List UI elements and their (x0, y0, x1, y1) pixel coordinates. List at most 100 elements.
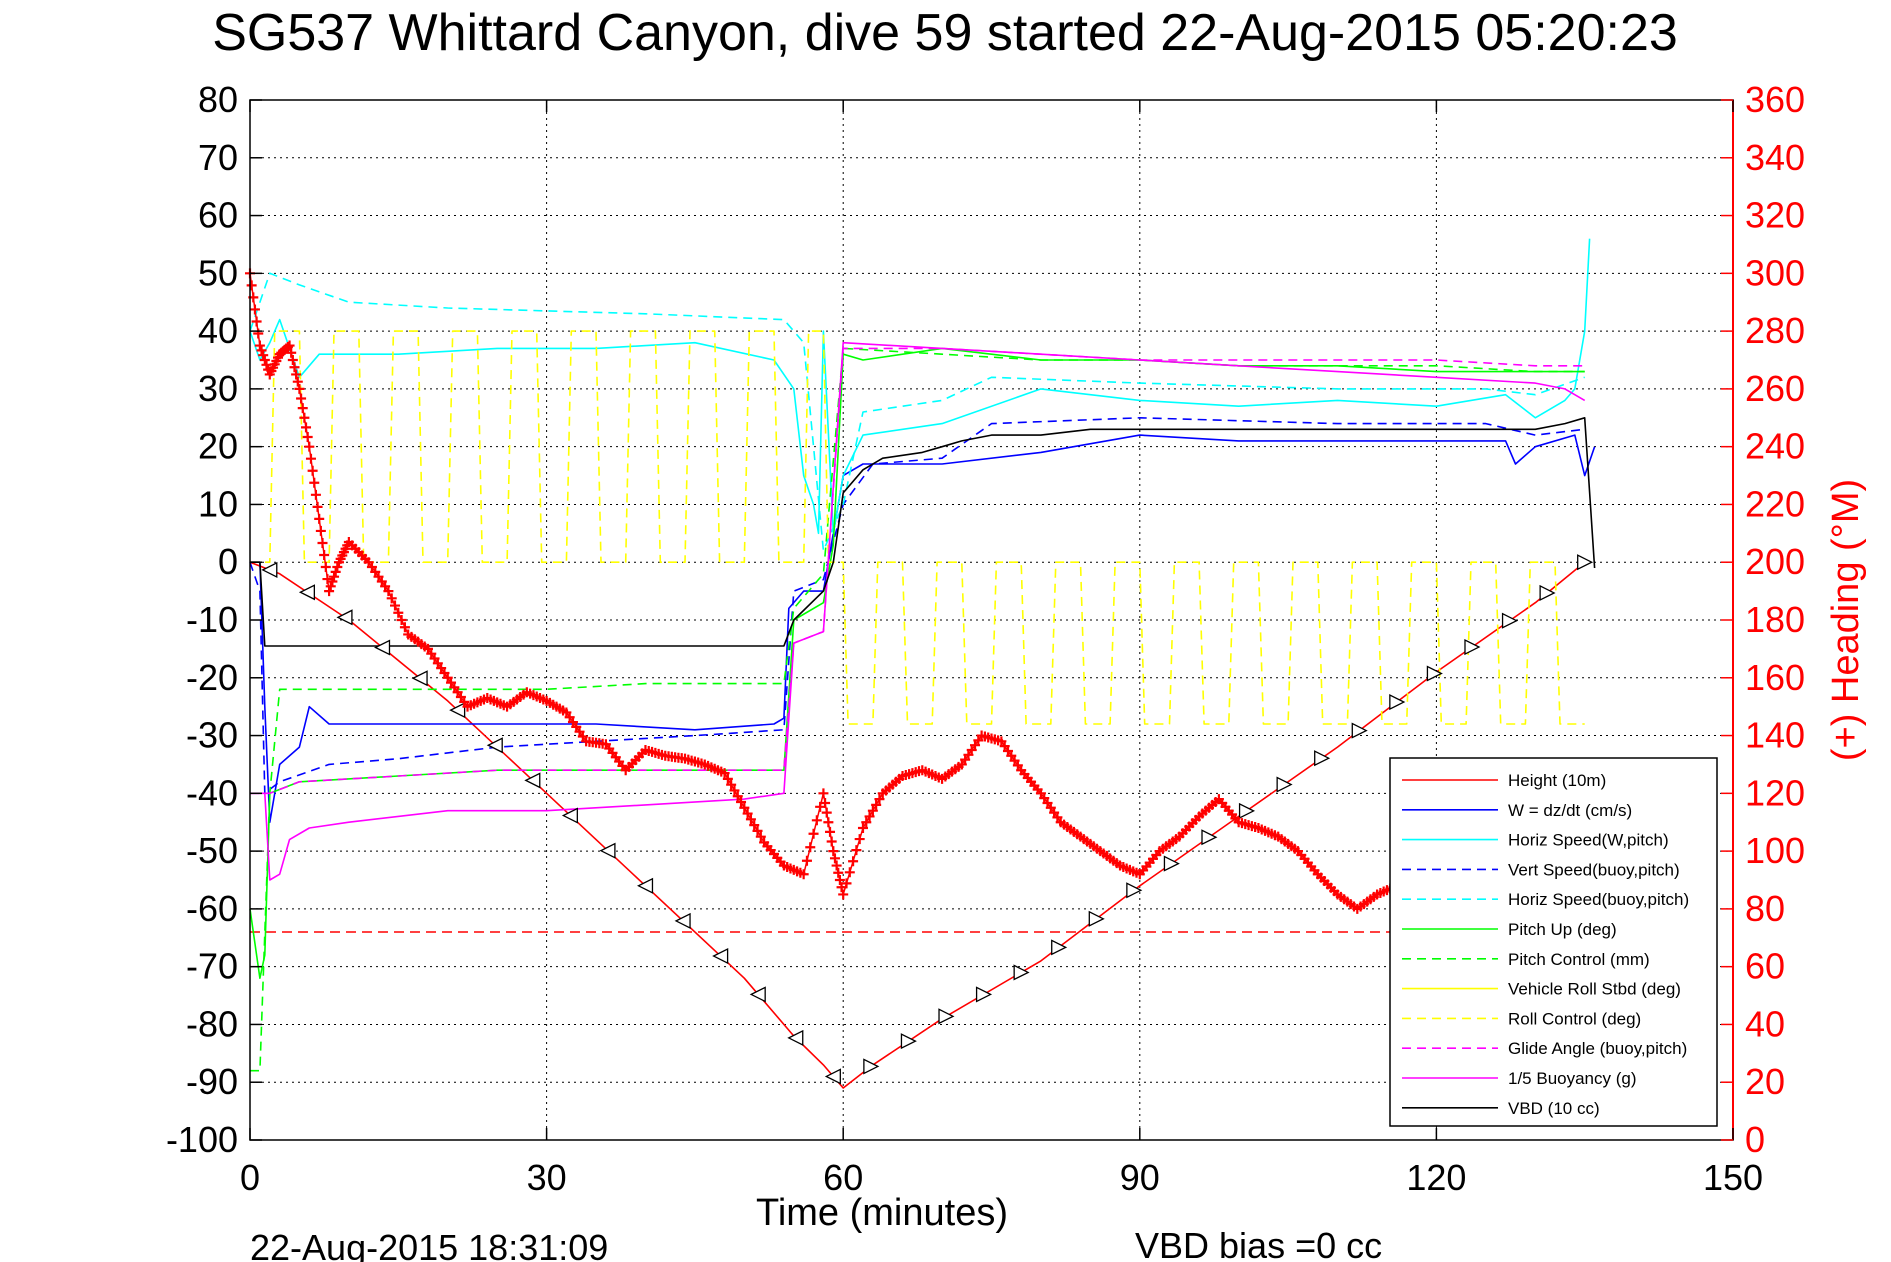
footer-vbd-bias: VBD bias =0 cc (1135, 1225, 1382, 1262)
height-marker (824, 1068, 841, 1085)
heading-marker (399, 622, 410, 633)
x-tick-label: 90 (1120, 1157, 1160, 1198)
heading-marker (831, 860, 842, 871)
heading-marker (254, 340, 265, 351)
height-marker (938, 1008, 955, 1025)
series-line-2 (249, 238, 1591, 535)
y-tick-label: 0 (218, 541, 238, 582)
heading-marker (811, 815, 822, 826)
legend-entry: Pitch Control (mm) (1508, 950, 1650, 969)
heading-marker (305, 453, 316, 464)
legend-entry: Roll Control (deg) (1508, 1009, 1641, 1028)
height-marker (561, 807, 578, 824)
heading-marker (871, 799, 882, 810)
y-tick-label: -80 (186, 1003, 238, 1044)
y-tick-label: -40 (186, 772, 238, 813)
height-marker (298, 584, 315, 601)
heading-marker (307, 465, 318, 476)
heading-marker (312, 501, 323, 512)
legend-entry: Vehicle Roll Stbd (deg) (1508, 980, 1681, 999)
x-tick-label: 150 (1703, 1157, 1763, 1198)
y-tick-label: 70 (198, 137, 238, 178)
y-tick-label: 30 (198, 368, 238, 409)
right-y-tick-label: 320 (1745, 195, 1805, 236)
heading-marker (821, 807, 832, 818)
y-tick-label: 80 (198, 79, 238, 120)
height-marker (486, 737, 503, 754)
footer-timestamp: 22-Aug-2015 18:31:09 (250, 1227, 608, 1262)
heading-marker (259, 355, 270, 365)
heading-marker (808, 828, 819, 839)
heading-marker (834, 875, 845, 885)
heading-marker (851, 845, 862, 856)
heading-marker (874, 794, 885, 805)
heading-marker (829, 853, 840, 864)
right-y-tick-label: 20 (1745, 1061, 1785, 1102)
heading-marker (749, 820, 760, 831)
legend-box (1389, 757, 1718, 1127)
heading-marker (805, 842, 816, 853)
heading-marker (742, 808, 753, 819)
height-marker (1501, 612, 1519, 629)
heading-marker (828, 846, 839, 857)
heading-marker (299, 412, 310, 423)
x-tick-label: 0 (240, 1157, 260, 1198)
heading-marker (736, 797, 747, 807)
heading-marker (841, 878, 852, 889)
height-marker (1163, 855, 1180, 872)
right-y-tick-label: 280 (1745, 310, 1805, 351)
heading-marker (732, 791, 743, 802)
heading-marker (284, 340, 295, 351)
y-tick-label: -100 (166, 1119, 238, 1160)
right-y-tick-label: 220 (1745, 483, 1805, 524)
x-tick-label: 120 (1406, 1157, 1466, 1198)
series-line-10 (250, 341, 1586, 881)
right-y-tick-label: 80 (1745, 888, 1785, 929)
height-marker (749, 986, 766, 1003)
heading-marker (251, 316, 262, 327)
heading-marker (844, 867, 855, 878)
right-y-tick-label: 300 (1745, 252, 1805, 293)
heading-marker (246, 280, 257, 291)
y-tick-label: 50 (198, 252, 238, 293)
heading-marker (854, 834, 865, 845)
heading-marker (383, 586, 394, 597)
heading-marker (291, 369, 302, 380)
legend-entry: VBD (10 cc) (1508, 1099, 1600, 1118)
height-marker (1426, 665, 1443, 682)
right-y-tick-label: 360 (1745, 79, 1805, 120)
height-marker (1539, 584, 1556, 602)
height-marker (863, 1058, 880, 1075)
heading-marker (320, 562, 331, 573)
right-y-tick-label: 160 (1745, 657, 1805, 698)
heading-marker (324, 586, 335, 597)
heading-marker (823, 817, 834, 828)
x-tick-label: 30 (527, 1157, 567, 1198)
heading-marker (302, 432, 313, 443)
height-marker (261, 561, 278, 578)
x-axis-label: Time (minutes) (756, 1192, 1008, 1234)
heading-marker (329, 571, 340, 582)
right-y-tick-label: 0 (1745, 1119, 1765, 1160)
heading-marker (317, 537, 328, 548)
legend-entry: Glide Angle (buoy,pitch) (1508, 1039, 1687, 1058)
height-marker (1088, 910, 1105, 927)
heading-marker (314, 513, 325, 524)
right-y-tick-label: 200 (1745, 541, 1805, 582)
y-tick-label: -60 (186, 888, 238, 929)
height-marker (524, 772, 541, 789)
series-line-0 (249, 561, 1586, 1089)
y-tick-label: 60 (198, 195, 238, 236)
height-marker (975, 986, 993, 1003)
heading-marker (296, 393, 307, 404)
heading-marker (325, 581, 336, 592)
heading-marker (258, 350, 269, 361)
heading-marker (393, 607, 404, 618)
heading-marker (294, 383, 305, 394)
y-tick-label: -30 (186, 715, 238, 756)
heading-marker (848, 856, 859, 867)
heading-marker (838, 889, 849, 900)
right-y-tick-label: 240 (1745, 426, 1805, 467)
heading-marker (826, 836, 837, 847)
height-marker (1051, 939, 1068, 956)
